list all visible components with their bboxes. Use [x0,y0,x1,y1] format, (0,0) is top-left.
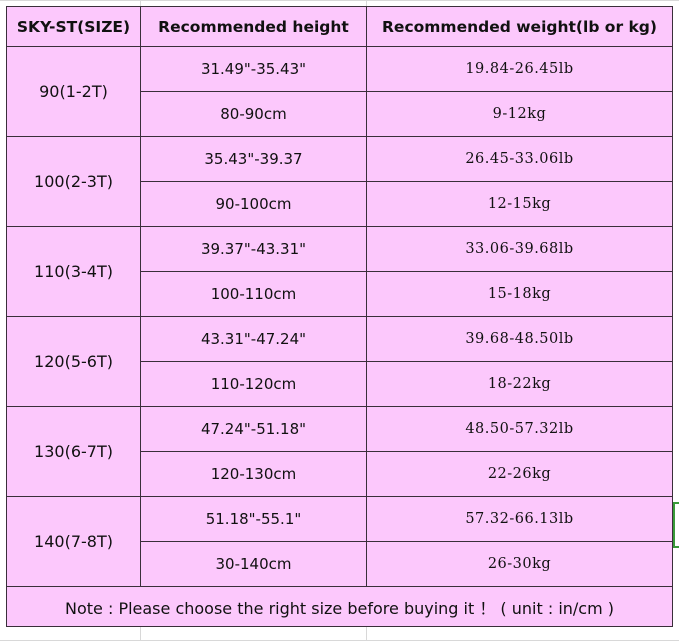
table-row: 90-100cm 12-15kg [7,181,673,227]
weight-kg-cell: 9-12kg [366,91,673,137]
table-row: 120-130cm 22-26kg [7,451,673,497]
table-row: 30-140cm 26-30kg [7,541,673,587]
table-row: 100-110cm 15-18kg [7,271,673,317]
size-cell: 100(2-3T) [6,136,141,227]
table-row: 110(3-4T) 39.37"-43.31" 33.06-39.68lb [6,226,673,317]
header-row: SKY-ST(SIZE) Recommended height Recommen… [6,6,673,47]
weight-lb-cell: 19.84-26.45lb [366,46,673,92]
weight-kg-cell: 22-26kg [366,451,673,497]
height-in-cell: 31.49"-35.43" [140,46,367,92]
height-in-cell: 39.37"-43.31" [140,226,367,272]
height-cm-cell: 30-140cm [140,541,367,587]
note-row: Note : Please choose the right size befo… [6,586,673,627]
table-row: 140(7-8T) 51.18"-55.1" 57.32-66.13lb [6,496,673,587]
height-cm-cell: 120-130cm [140,451,367,497]
table-row: 80-90cm 9-12kg [7,91,673,137]
table-row: 120(5-6T) 43.31"-47.24" 39.68-48.50lb [6,316,673,407]
table-row: 130(6-7T) 47.24"-51.18" 48.50-57.32lb [6,406,673,497]
weight-kg-cell: 18-22kg [366,361,673,407]
weight-lb-cell: 57.32-66.13lb [366,496,673,542]
height-in-cell: 43.31"-47.24" [140,316,367,362]
weight-lb-cell: 26.45-33.06lb [366,136,673,182]
size-cell: 110(3-4T) [6,226,141,317]
weight-lb-cell: 48.50-57.32lb [366,406,673,452]
weight-kg-cell: 26-30kg [366,541,673,587]
cell-selection-border[interactable] [673,502,679,548]
weight-kg-cell: 12-15kg [366,181,673,227]
height-in-cell: 35.43"-39.37 [140,136,367,182]
size-chart-table: SKY-ST(SIZE) Recommended height Recommen… [6,6,673,627]
height-cm-cell: 110-120cm [140,361,367,407]
height-cm-cell: 80-90cm [140,91,367,137]
size-cell: 90(1-2T) [6,46,141,137]
height-in-cell: 51.18"-55.1" [140,496,367,542]
height-in-cell: 47.24"-51.18" [140,406,367,452]
height-cm-cell: 90-100cm [140,181,367,227]
size-cell: 120(5-6T) [6,316,141,407]
note-text: Note : Please choose the right size befo… [6,586,673,627]
table-row: 90(1-2T) 31.49"-35.43" 19.84-26.45lb [6,46,673,137]
header-weight: Recommended weight(lb or kg) [366,6,673,47]
height-cm-cell: 100-110cm [140,271,367,317]
table-row: 110-120cm 18-22kg [7,361,673,407]
header-height: Recommended height [140,6,367,47]
weight-kg-cell: 15-18kg [366,271,673,317]
header-size: SKY-ST(SIZE) [6,6,141,47]
table-row: 100(2-3T) 35.43"-39.37 26.45-33.06lb [6,136,673,227]
weight-lb-cell: 33.06-39.68lb [366,226,673,272]
size-cell: 130(6-7T) [6,406,141,497]
size-cell: 140(7-8T) [6,496,141,587]
weight-lb-cell: 39.68-48.50lb [366,316,673,362]
